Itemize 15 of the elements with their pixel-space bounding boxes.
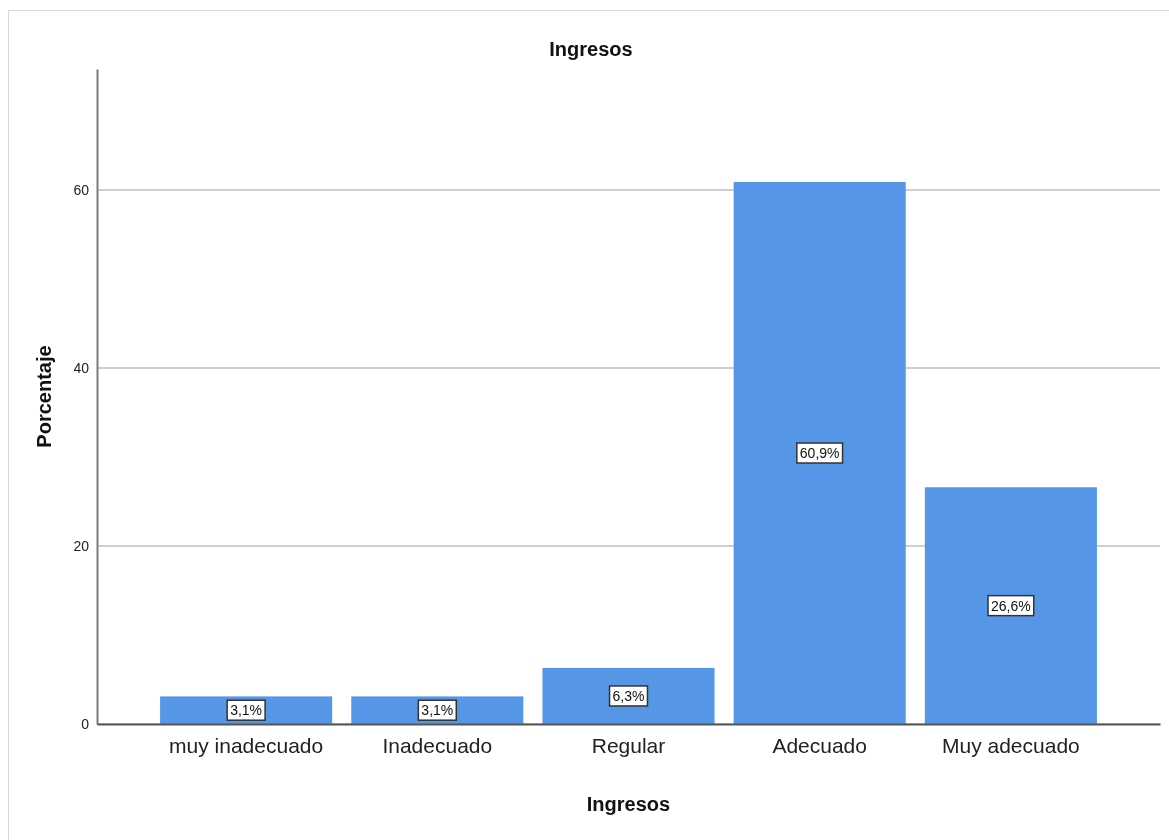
y-tick-label: 60 bbox=[73, 182, 90, 199]
y-tick-label: 40 bbox=[73, 360, 90, 376]
y-axis-title: Porcentaje bbox=[33, 345, 55, 448]
x-tick-label: Muy adecuado bbox=[941, 733, 1080, 757]
bar bbox=[924, 487, 1097, 724]
y-tick-label: 0 bbox=[81, 715, 90, 732]
x-tick-label: Inadecuado bbox=[382, 733, 493, 757]
bar bbox=[733, 182, 906, 724]
chart-title: Ingresos bbox=[549, 38, 633, 60]
x-tick-label: muy inadecuado bbox=[169, 733, 324, 757]
x-axis-title: Ingresos bbox=[586, 793, 671, 815]
x-tick-label: Regular bbox=[591, 733, 666, 757]
x-tick-label: Adecuado bbox=[772, 733, 867, 757]
bar bbox=[542, 667, 715, 724]
y-tick-label: 20 bbox=[73, 537, 90, 554]
